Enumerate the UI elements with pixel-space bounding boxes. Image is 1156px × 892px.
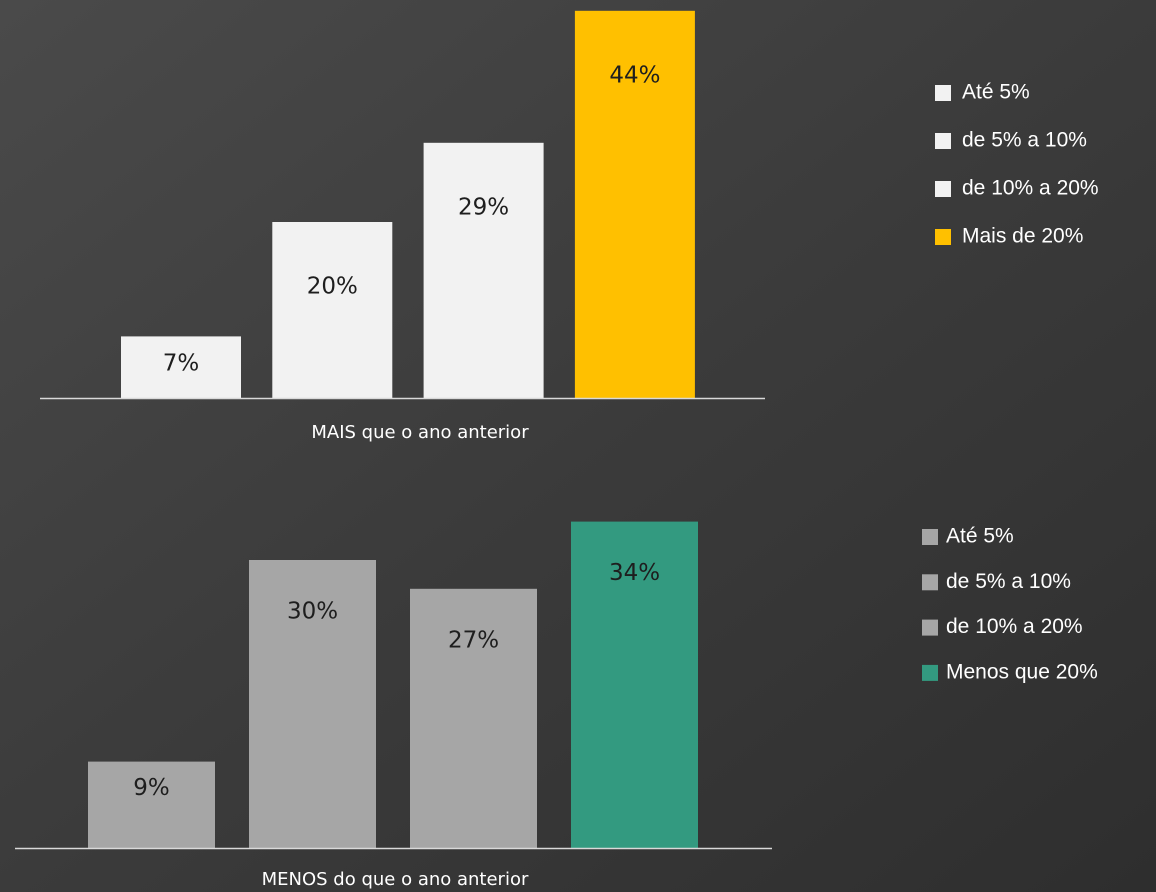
value-label: 44%: [609, 62, 660, 88]
legend-label: de 5% a 10%: [962, 129, 1087, 152]
legend-swatch: [922, 620, 938, 636]
x-axis-label: MENOS do que o ano anterior: [262, 869, 529, 890]
value-label: 7%: [163, 351, 200, 377]
value-label: 27%: [448, 627, 499, 653]
value-label: 34%: [609, 560, 660, 586]
legend-swatch: [935, 85, 951, 101]
legend-swatch: [935, 229, 951, 245]
chart: 7% 20% 29% 44% MAIS que o ano anterior Até 5%…: [0, 0, 1156, 892]
value-label: 30%: [287, 599, 338, 625]
bar: [424, 143, 544, 398]
x-axis-label: MAIS que o ano anterior: [311, 422, 529, 443]
legend-swatch: [935, 133, 951, 149]
value-label: 9%: [133, 775, 170, 801]
legend-swatch: [935, 181, 951, 197]
legend-label: Mais de 20%: [962, 225, 1083, 248]
legend-label: de 5% a 10%: [946, 570, 1071, 593]
legend-swatch: [922, 665, 938, 681]
value-label: 29%: [458, 194, 509, 220]
value-label: 20%: [307, 274, 358, 300]
legend-swatch: [922, 529, 938, 545]
legend-label: Até 5%: [962, 81, 1030, 104]
legend-swatch: [922, 574, 938, 590]
legend-label: de 10% a 20%: [946, 615, 1083, 638]
legend-label: de 10% a 20%: [962, 177, 1099, 200]
bar: [272, 222, 392, 398]
legend-label: Até 5%: [946, 525, 1014, 548]
legend-label: Menos que 20%: [946, 660, 1098, 683]
